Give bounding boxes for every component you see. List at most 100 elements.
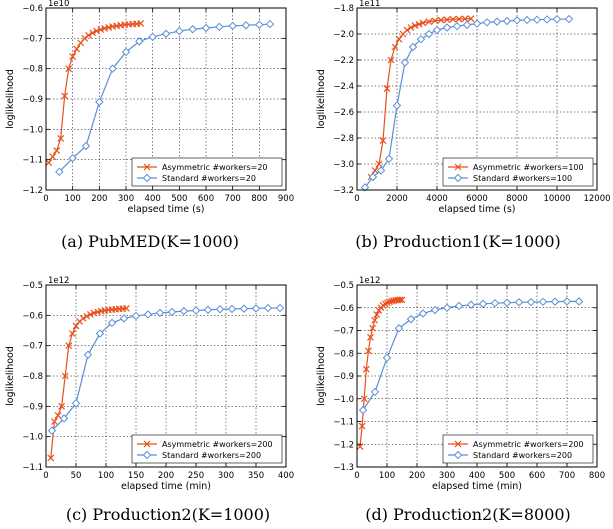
x-tick-label: 200	[409, 471, 425, 481]
y-tick-label: −1.0	[333, 395, 354, 405]
data-point-x-marker	[431, 17, 439, 25]
x-tick-label: 900	[278, 194, 294, 204]
data-point-diamond-marker	[47, 426, 57, 435]
x-tick-label: 150	[128, 471, 144, 481]
data-point-x-marker	[97, 26, 105, 33]
data-point-diamond-marker	[416, 34, 426, 44]
data-point-diamond-marker	[392, 101, 402, 110]
y-axis-exponent: 1e10	[48, 0, 69, 9]
data-point-x-marker	[467, 15, 475, 23]
data-point-diamond-marker	[376, 166, 386, 175]
legend-label-1: Standard #workers=100	[473, 174, 572, 183]
data-point-diamond-marker	[108, 64, 117, 73]
x-axis-label: elapsed time (s)	[127, 204, 204, 215]
x-tick-label: 2000	[386, 194, 408, 204]
data-point-x-marker	[122, 304, 130, 312]
x-tick-label: 200	[158, 471, 174, 481]
data-point-x-marker	[387, 56, 395, 64]
x-tick-label: 700	[559, 471, 575, 481]
legend-box	[131, 434, 283, 464]
y-tick-label: −0.6	[333, 304, 354, 314]
data-point-x-marker	[137, 20, 145, 27]
data-point-diamond-marker	[452, 21, 462, 31]
x-tick-label: 8000	[506, 194, 528, 204]
data-point-diamond-marker	[478, 299, 488, 309]
data-point-diamond-marker	[502, 298, 512, 307]
y-tick-label: −0.5	[22, 281, 43, 291]
data-point-diamond-marker	[107, 318, 117, 328]
data-point-diamond-marker	[95, 329, 105, 338]
data-point-diamond-marker	[215, 305, 225, 314]
data-point-diamond-marker	[502, 16, 512, 26]
series-line-0	[370, 18, 472, 178]
caption-d: (d) Production2(K=8000)	[365, 505, 571, 524]
x-axis-label: elapsed time (min)	[121, 481, 211, 492]
data-point-diamond-marker	[251, 304, 261, 313]
data-point-x-marker	[50, 418, 58, 425]
data-point-diamond-marker	[562, 297, 572, 306]
data-point-diamond-marker	[358, 405, 368, 415]
x-tick-label: 800	[589, 471, 605, 481]
series-line-1	[362, 300, 579, 411]
data-point-diamond-marker	[574, 297, 584, 306]
data-point-x-marker	[86, 310, 94, 318]
y-tick-label: −2.8	[333, 134, 354, 144]
y-tick-label: −0.8	[22, 372, 43, 382]
data-point-diamond-marker	[454, 301, 464, 311]
x-tick-label: 300	[218, 471, 234, 481]
legend-marker-0	[454, 163, 462, 171]
data-point-diamond-marker	[550, 297, 560, 306]
y-tick-label: −0.8	[333, 349, 354, 359]
data-point-diamond-marker	[424, 29, 434, 39]
legend-marker-1	[142, 173, 152, 183]
data-point-diamond-marker	[148, 32, 157, 42]
x-tick-label: 50	[71, 471, 82, 481]
data-point-x-marker	[443, 16, 451, 24]
y-tick-label: −0.9	[22, 95, 43, 105]
legend-label-0: Asymmetric #workers=200	[473, 440, 584, 449]
legend-label-1: Standard #workers=200	[473, 451, 572, 460]
x-tick-label: 800	[251, 194, 267, 204]
x-tick-label: 100	[379, 471, 395, 481]
legend-box	[442, 434, 594, 464]
data-point-diamond-marker	[81, 141, 91, 151]
data-point-x-marker	[83, 312, 91, 320]
y-tick-label: −0.5	[333, 281, 354, 291]
data-point-diamond-marker	[564, 14, 574, 24]
data-point-diamond-marker	[241, 21, 251, 30]
data-point-diamond-marker	[119, 314, 129, 323]
data-point-diamond-marker	[68, 153, 77, 163]
legend-box	[131, 157, 283, 187]
data-point-x-marker	[54, 412, 62, 419]
data-point-x-marker	[383, 85, 391, 93]
data-point-x-marker	[379, 137, 387, 145]
y-tick-label: −0.8	[22, 65, 43, 75]
data-point-diamond-marker	[95, 97, 104, 107]
y-tick-label: −3.2	[333, 186, 354, 196]
legend-marker-1	[142, 450, 152, 460]
y-tick-label: −0.9	[333, 372, 354, 382]
x-tick-label: 300	[439, 471, 455, 481]
y-tick-label: −0.7	[333, 327, 354, 337]
x-tick-label: 250	[188, 471, 204, 481]
data-point-x-marker	[375, 160, 383, 168]
data-point-diamond-marker	[121, 47, 131, 57]
data-point-diamond-marker	[215, 22, 224, 32]
data-point-diamond-marker	[55, 167, 64, 177]
data-point-x-marker	[58, 402, 66, 410]
data-point-diamond-marker	[275, 303, 285, 313]
data-point-x-marker	[360, 395, 368, 403]
data-point-diamond-marker	[384, 154, 394, 164]
data-point-diamond-marker	[203, 305, 213, 315]
data-point-x-marker	[425, 18, 433, 26]
data-point-x-marker	[81, 34, 89, 42]
data-point-diamond-marker	[552, 14, 562, 24]
y-tick-label: −1.8	[333, 4, 354, 14]
y-tick-label: −1.0	[22, 125, 43, 135]
x-tick-label: 12000	[583, 194, 610, 204]
x-tick-label: 600	[198, 194, 214, 204]
data-point-x-marker	[49, 153, 57, 161]
data-point-x-marker	[69, 53, 77, 60]
data-point-x-marker	[73, 45, 81, 53]
